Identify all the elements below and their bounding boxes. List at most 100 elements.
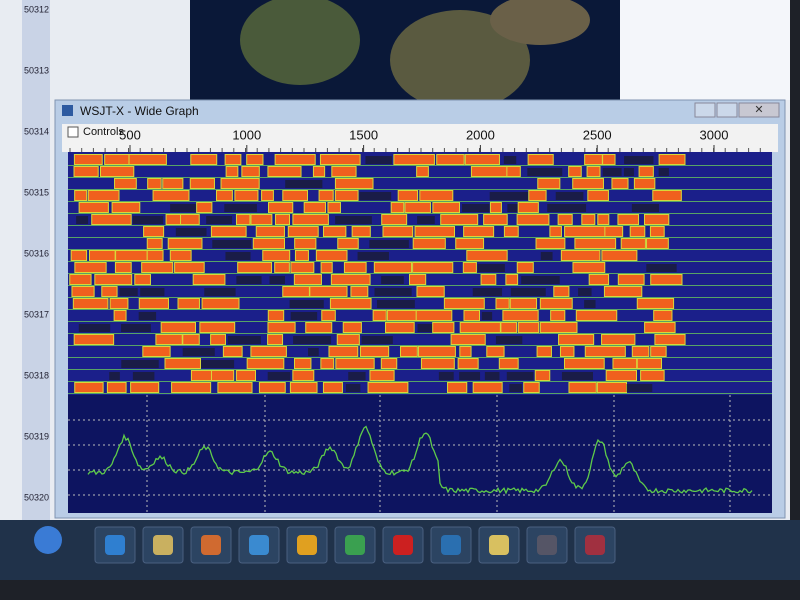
noise xyxy=(584,300,596,308)
signal xyxy=(147,251,163,260)
signal xyxy=(410,275,426,284)
signal xyxy=(170,251,191,260)
continent xyxy=(240,0,360,85)
waterfall-content xyxy=(68,154,772,394)
signal xyxy=(161,323,195,332)
signal xyxy=(400,347,417,356)
signal xyxy=(641,371,664,380)
signal xyxy=(191,155,217,164)
signal xyxy=(637,299,674,308)
noise xyxy=(624,156,654,164)
noise xyxy=(462,204,490,212)
signal xyxy=(242,167,259,176)
signal xyxy=(166,215,181,224)
signal xyxy=(218,383,252,392)
signal xyxy=(536,239,565,248)
maximize-button[interactable] xyxy=(716,102,738,118)
signal xyxy=(269,203,293,212)
signal xyxy=(268,311,284,320)
start-button[interactable] xyxy=(34,526,62,554)
signal xyxy=(116,251,147,260)
signal xyxy=(451,335,485,344)
signal xyxy=(110,299,128,308)
signal xyxy=(370,371,394,380)
signal xyxy=(197,203,212,212)
signal xyxy=(418,347,455,356)
signal xyxy=(659,155,685,164)
signal xyxy=(499,359,518,368)
signal xyxy=(101,167,134,176)
signal xyxy=(211,335,225,344)
signal xyxy=(621,239,645,248)
signal xyxy=(226,167,238,176)
signal xyxy=(458,359,478,368)
signal xyxy=(79,203,108,212)
minimize-button[interactable] xyxy=(694,102,716,118)
signal xyxy=(321,359,334,368)
signal xyxy=(335,179,373,188)
noise xyxy=(182,348,215,356)
signal xyxy=(655,335,685,344)
signal xyxy=(256,227,284,236)
noise xyxy=(495,336,523,344)
signal xyxy=(343,323,361,332)
noise xyxy=(503,156,517,164)
signal xyxy=(211,371,234,380)
taskbar-icon xyxy=(393,535,413,555)
signal xyxy=(503,311,538,320)
signal xyxy=(585,347,625,356)
signal xyxy=(75,383,103,392)
signal xyxy=(221,179,259,188)
signal xyxy=(437,155,464,164)
signal xyxy=(225,155,241,164)
signal xyxy=(268,323,295,332)
signal xyxy=(290,383,317,392)
noise xyxy=(119,288,138,296)
signal xyxy=(506,275,518,284)
signal xyxy=(582,215,595,224)
noise xyxy=(481,312,493,320)
taskbar-icon xyxy=(249,535,269,555)
frequency-tick-label: 3000 xyxy=(700,127,729,142)
signal xyxy=(310,287,347,296)
noise xyxy=(578,288,592,296)
signal xyxy=(602,251,637,260)
signal xyxy=(603,155,615,164)
noise xyxy=(561,372,593,380)
signal xyxy=(606,371,636,380)
close-icon: ✕ xyxy=(754,104,763,116)
taskbar-icon xyxy=(345,535,365,555)
signal xyxy=(102,287,117,296)
signal xyxy=(304,203,326,212)
noise xyxy=(224,204,257,212)
noise xyxy=(212,240,252,248)
signal xyxy=(236,371,256,380)
close-button[interactable] xyxy=(738,102,780,118)
noise xyxy=(236,276,262,284)
noise xyxy=(509,384,523,392)
signal xyxy=(178,299,199,308)
signal xyxy=(323,383,342,392)
signal xyxy=(360,347,389,356)
signal xyxy=(605,227,623,236)
signal xyxy=(558,215,572,224)
taskbar-icon xyxy=(537,535,557,555)
taskbar-icon xyxy=(201,535,221,555)
controls-checkbox[interactable] xyxy=(67,126,79,138)
signal xyxy=(645,323,675,332)
signal xyxy=(172,383,211,392)
signal xyxy=(653,191,681,200)
signal xyxy=(294,275,321,284)
signal xyxy=(107,383,126,392)
noise xyxy=(623,168,634,176)
panel xyxy=(620,0,790,100)
noise xyxy=(555,192,584,200)
signal xyxy=(320,155,360,164)
signal xyxy=(588,191,608,200)
signal xyxy=(183,335,199,344)
noise xyxy=(631,204,659,212)
signal xyxy=(569,383,596,392)
signal xyxy=(456,239,484,248)
signal xyxy=(433,203,460,212)
signal xyxy=(322,311,335,320)
